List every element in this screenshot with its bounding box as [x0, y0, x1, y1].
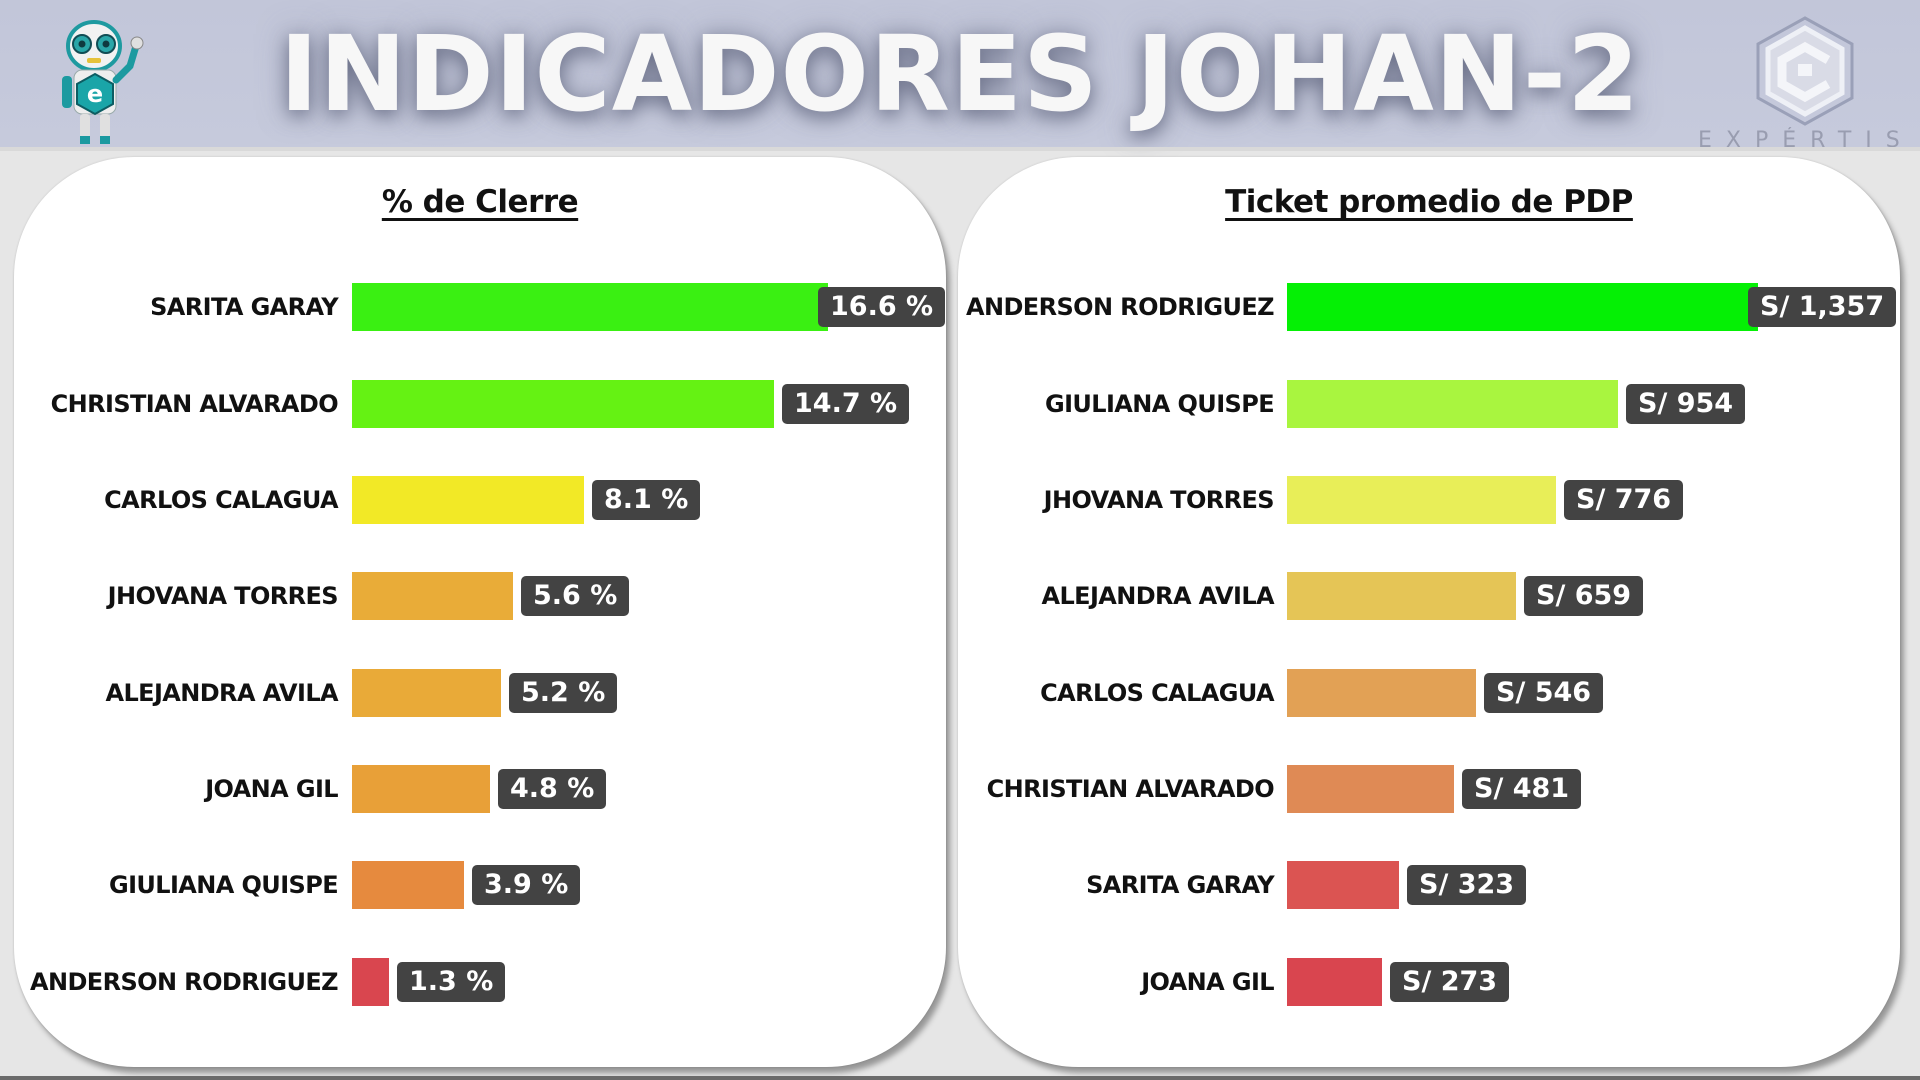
bar-row[interactable]: JOANA GIL S/ 273	[0, 958, 1920, 1006]
bar-value-label: 14.7 %	[782, 384, 910, 424]
bar[interactable]	[1287, 283, 1758, 331]
bar-row[interactable]: ALEJANDRA AVILA 5.2 %	[0, 669, 1920, 717]
bar-row[interactable]: SARITA GARAY 16.6 %	[0, 283, 1920, 331]
bar-value-label: 5.2 %	[509, 673, 618, 713]
bar[interactable]	[352, 380, 774, 428]
bar-value-label: 4.8 %	[498, 769, 607, 809]
bar[interactable]	[352, 476, 584, 524]
bar-category-label: CHRISTIAN ALVARADO	[986, 775, 1275, 803]
bar-value-label: 3.9 %	[472, 865, 581, 905]
bar[interactable]	[352, 861, 464, 909]
bar[interactable]	[1287, 669, 1476, 717]
bottom-border	[0, 1076, 1920, 1080]
bar-row[interactable]: ANDERSON RODRIGUEZ 1.3 %	[0, 958, 1920, 1006]
bar-value-label: S/ 776	[1564, 480, 1684, 520]
bar-category-label: ALEJANDRA AVILA	[1041, 582, 1274, 610]
bar-category-label: JHOVANA TORRES	[1043, 486, 1275, 514]
bar[interactable]	[1287, 958, 1382, 1006]
bar[interactable]	[1287, 765, 1454, 813]
bar-value-label: 5.6 %	[521, 576, 630, 616]
bar-category-label: CHRISTIAN ALVARADO	[50, 390, 339, 418]
bar[interactable]	[352, 958, 389, 1006]
bar-value-label: 16.6 %	[818, 287, 946, 327]
bar-row[interactable]: CARLOS CALAGUA S/ 546	[0, 669, 1920, 717]
robot-mascot-icon: e	[62, 20, 144, 144]
bar-category-label: ANDERSON RODRIGUEZ	[966, 293, 1275, 321]
bar-category-label: JHOVANA TORRES	[107, 582, 339, 610]
page-title: INDICADORES JOHAN-2	[279, 12, 1641, 135]
bar-row[interactable]: GIULIANA QUISPE 3.9 %	[0, 861, 1920, 909]
bar-category-label: CARLOS CALAGUA	[104, 486, 338, 514]
bar-value-label: S/ 659	[1524, 576, 1644, 616]
bar-value-label: 1.3 %	[397, 962, 506, 1002]
bar[interactable]	[352, 572, 513, 620]
chart-title-closing-rate: % de Clerre	[381, 184, 579, 220]
bar-row[interactable]: JHOVANA TORRES 5.6 %	[0, 572, 1920, 620]
bar-category-label: JOANA GIL	[205, 775, 338, 803]
bar-row[interactable]: JHOVANA TORRES S/ 776	[0, 476, 1920, 524]
bar-value-label: S/ 481	[1462, 769, 1582, 809]
bar[interactable]	[1287, 476, 1556, 524]
bar-row[interactable]: ALEJANDRA AVILA S/ 659	[0, 572, 1920, 620]
bar[interactable]	[352, 283, 828, 331]
bar[interactable]	[352, 765, 490, 813]
svg-text:e: e	[87, 80, 103, 108]
bar-category-label: SARITA GARAY	[1086, 871, 1275, 899]
header-band	[0, 0, 1920, 147]
bar-value-label: 8.1 %	[592, 480, 701, 520]
bar[interactable]	[1287, 572, 1516, 620]
bar[interactable]	[1287, 861, 1399, 909]
bar-value-label: S/ 323	[1407, 865, 1527, 905]
bar-category-label: GIULIANA QUISPE	[1044, 390, 1275, 418]
bar-value-label: S/ 954	[1626, 384, 1746, 424]
bar[interactable]	[1287, 380, 1618, 428]
header-divider	[0, 147, 1920, 151]
bar-value-label: S/ 546	[1484, 673, 1604, 713]
bar-row[interactable]: JOANA GIL 4.8 %	[0, 765, 1920, 813]
bar-category-label: GIULIANA QUISPE	[108, 871, 339, 899]
bar-category-label: SARITA GARAY	[150, 293, 339, 321]
chart-title-average-ticket: Ticket promedio de PDP	[1225, 184, 1633, 220]
bar[interactable]	[352, 669, 501, 717]
bar-value-label: S/ 1,357	[1748, 287, 1897, 327]
bar-category-label: CARLOS CALAGUA	[1040, 679, 1274, 707]
bar-row[interactable]: ANDERSON RODRIGUEZ S/ 1,357	[0, 283, 1920, 331]
bar-row[interactable]: CARLOS CALAGUA 8.1 %	[0, 476, 1920, 524]
bar-value-label: S/ 273	[1390, 962, 1510, 1002]
bar-row[interactable]: CHRISTIAN ALVARADO 14.7 %	[0, 380, 1920, 428]
bar-row[interactable]: SARITA GARAY S/ 323	[0, 861, 1920, 909]
bar-row[interactable]: CHRISTIAN ALVARADO S/ 481	[0, 765, 1920, 813]
bar-row[interactable]: GIULIANA QUISPE S/ 954	[0, 380, 1920, 428]
bar-category-label: ALEJANDRA AVILA	[105, 679, 338, 707]
expertis-logo-icon	[1756, 16, 1854, 126]
bar-category-label: JOANA GIL	[1141, 968, 1274, 996]
bar-category-label: ANDERSON RODRIGUEZ	[30, 968, 339, 996]
